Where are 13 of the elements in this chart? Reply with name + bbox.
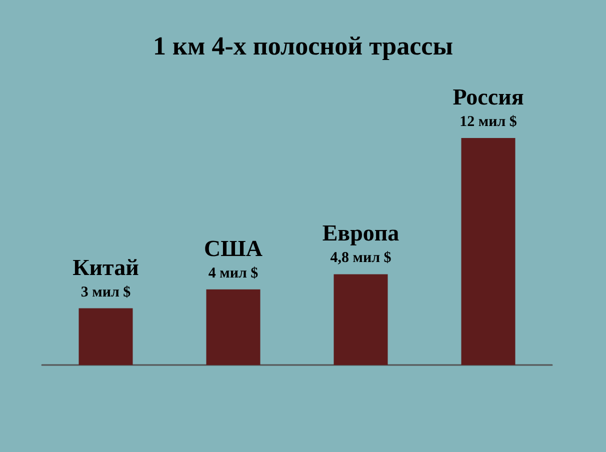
bar (206, 289, 260, 365)
chart-title: 1 км 4-х полосной трассы (152, 32, 454, 60)
x-tick-label: США (204, 236, 263, 261)
bar (78, 308, 133, 365)
data-label: 4,8 мил $ (330, 250, 392, 266)
x-tick-label: Китай (72, 254, 139, 280)
bar (461, 138, 516, 365)
data-label: 3 мил $ (80, 284, 132, 300)
x-tick-label: Россия (452, 84, 524, 110)
x-tick-label: Европа (322, 220, 400, 246)
data-label: 4 мил $ (208, 265, 259, 282)
bar (334, 274, 388, 365)
data-label: 12 мил $ (460, 114, 518, 130)
